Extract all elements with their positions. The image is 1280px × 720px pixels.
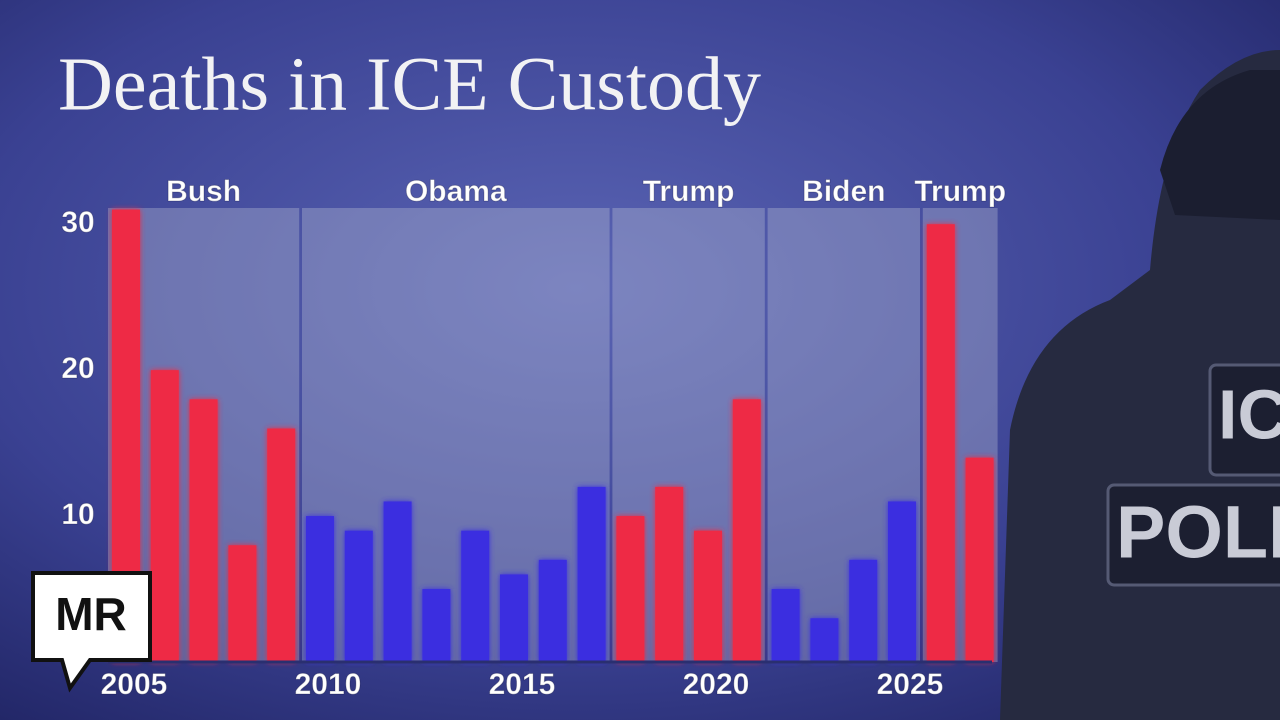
x-tick-label: 2015 <box>489 668 556 701</box>
bar <box>849 559 878 662</box>
era-label: Bush <box>166 175 241 208</box>
bar <box>926 224 955 662</box>
bar <box>888 501 916 662</box>
bar <box>228 545 257 662</box>
x-tick-label: 2020 <box>683 668 750 701</box>
bar <box>150 370 179 662</box>
chart-title: Deaths in ICE Custody <box>58 42 761 126</box>
bar <box>422 589 451 662</box>
bar <box>189 399 218 662</box>
bar <box>344 530 373 662</box>
bar <box>771 589 800 662</box>
era-label: Obama <box>405 175 507 208</box>
bar <box>306 516 334 662</box>
bar <box>500 574 528 662</box>
bar <box>732 399 761 662</box>
officer: IC POLI <box>1000 50 1280 720</box>
y-tick-label: 20 <box>61 352 94 385</box>
bar <box>694 530 722 662</box>
bar <box>616 516 645 662</box>
x-tick-label: 2005 <box>101 668 168 701</box>
bar <box>538 559 567 662</box>
y-tick-label: 10 <box>61 498 94 531</box>
bar <box>577 486 606 662</box>
vest-text: IC <box>1218 375 1280 453</box>
x-tick-label: 2010 <box>295 668 362 701</box>
vest-text: POLI <box>1116 491 1280 574</box>
bar <box>810 618 839 662</box>
bar <box>461 530 490 662</box>
x-tick-label: 2025 <box>877 668 944 701</box>
y-tick-label: 30 <box>61 206 94 239</box>
logo: MR <box>31 571 152 693</box>
era-label: Trump <box>643 175 735 208</box>
bar <box>383 501 412 662</box>
logo-text: MR <box>55 588 127 640</box>
bar <box>655 486 684 662</box>
bar <box>267 428 296 662</box>
era-label: Trump <box>914 175 1006 208</box>
bars <box>112 209 994 662</box>
bar <box>965 457 994 662</box>
era-label: Biden <box>802 175 885 208</box>
